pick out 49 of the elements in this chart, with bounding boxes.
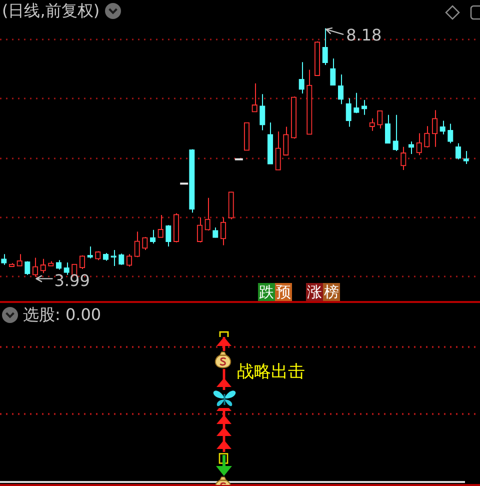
annotation: 3.99 [54, 270, 90, 290]
candlestick [400, 146, 406, 170]
candlestick [260, 94, 266, 131]
candlestick [408, 141, 414, 154]
candlestick [322, 28, 328, 66]
text: 战略出击 [237, 362, 305, 382]
candlestick [448, 123, 454, 144]
candlestick [79, 254, 86, 270]
candlestick [275, 130, 281, 170]
candlestick [118, 253, 124, 266]
candlestick [24, 260, 30, 276]
candlestick [346, 98, 352, 128]
candlestick [64, 262, 70, 276]
text: 选股: 0.00 [23, 305, 102, 325]
candlestick [204, 197, 210, 231]
candlestick [196, 216, 203, 243]
candlestick [369, 118, 375, 132]
candlestick [384, 114, 391, 144]
candlestick [220, 216, 226, 246]
candlestick [455, 142, 462, 160]
candlestick [392, 114, 398, 152]
candlestick [330, 58, 336, 86]
candlestick [283, 126, 289, 156]
candlestick [158, 214, 164, 238]
candlestick [361, 100, 368, 116]
candlestick [134, 231, 140, 258]
candlestick [298, 62, 304, 94]
text: 涨榜 [306, 283, 340, 301]
annotation: 8.18 [346, 25, 382, 44]
candlestick [126, 254, 132, 268]
candlestick [424, 126, 430, 148]
candlestick [56, 260, 62, 270]
candlestick [463, 150, 469, 165]
candlestick [40, 258, 46, 274]
text: 跌预 [258, 283, 292, 301]
candlestick [1, 254, 7, 266]
candlestick [416, 132, 422, 156]
candlestick [166, 224, 172, 247]
candlestick [440, 120, 446, 135]
candlestick [150, 229, 156, 244]
chart-title: (日线,前复权) [2, 1, 100, 21]
candlestick [142, 236, 148, 251]
candlestick [432, 110, 438, 148]
candlestick [338, 74, 344, 105]
candlestick [110, 250, 116, 267]
candlestick [32, 257, 38, 278]
candlestick [252, 82, 258, 112]
candlestick [354, 92, 360, 114]
candlestick [377, 110, 383, 129]
